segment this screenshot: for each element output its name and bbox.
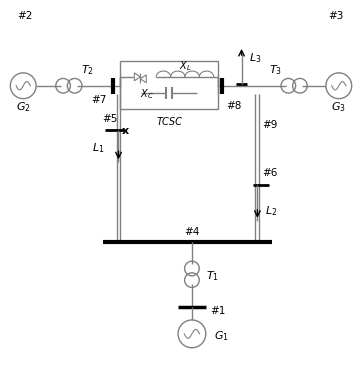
Text: #2: #2 [17, 11, 33, 21]
Text: #5: #5 [102, 114, 117, 124]
Text: $X_L$: $X_L$ [179, 59, 191, 73]
Text: $L_2$: $L_2$ [265, 204, 278, 218]
Text: #1: #1 [210, 306, 225, 316]
Text: $T_3$: $T_3$ [269, 63, 282, 77]
Text: x: x [122, 127, 129, 137]
Bar [120, 61, 218, 108]
Text: #3: #3 [328, 11, 344, 21]
Text: #6: #6 [262, 168, 278, 178]
Text: $T_1$: $T_1$ [206, 269, 219, 283]
Text: $X_C$: $X_C$ [141, 87, 154, 101]
Text: $T_2$: $T_2$ [81, 63, 94, 77]
Text: #7: #7 [91, 95, 106, 105]
Text: #4: #4 [184, 227, 199, 237]
Text: $G_2$: $G_2$ [16, 101, 31, 114]
Text: $G_3$: $G_3$ [331, 101, 346, 114]
Text: $G_1$: $G_1$ [214, 329, 229, 343]
Text: #9: #9 [262, 121, 278, 131]
Text: $L_1$: $L_1$ [92, 141, 104, 155]
Text: $L_3$: $L_3$ [249, 51, 262, 65]
Text: #8: #8 [227, 101, 242, 111]
Text: TCSC: TCSC [156, 118, 182, 128]
